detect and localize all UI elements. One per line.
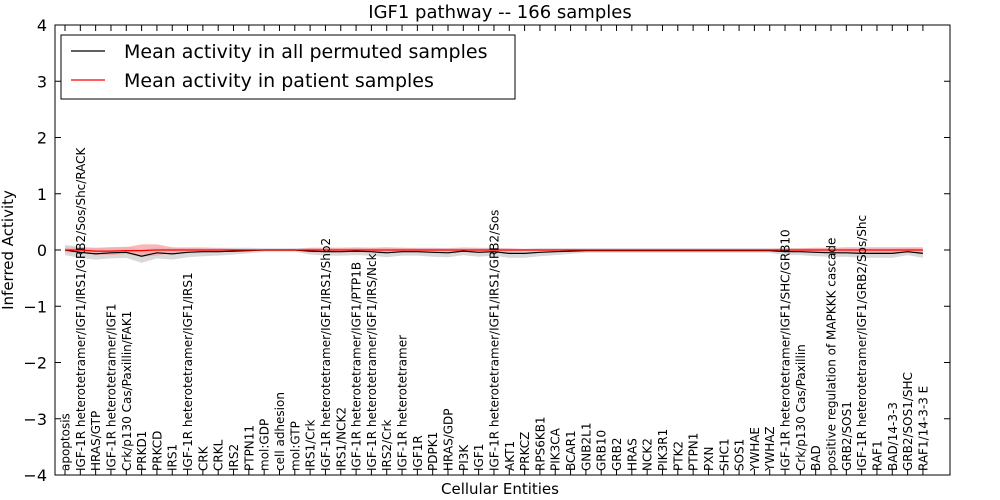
- x-tick-label: IRS2: [227, 444, 241, 471]
- x-tick-label: HRAS/GDP: [442, 408, 456, 471]
- x-tick-label: IGF-1R heterotetramer/IGF1/IRS/Nck: [365, 253, 379, 471]
- legend-label-permuted: Mean activity in all permuted samples: [124, 41, 487, 63]
- x-tick-label: GNB2L1: [579, 423, 593, 471]
- x-tick-label: BCAR1: [564, 430, 578, 471]
- x-tick-label: PTK2: [671, 441, 685, 471]
- x-tick-label: GRB2/SOS1/SHC: [901, 372, 915, 471]
- x-tick-label: IGF1R: [411, 435, 425, 471]
- y-axis: −4 −3 −2 −1 0 1 2 3 4: [23, 16, 950, 485]
- x-tick-label: RAF1: [871, 440, 885, 471]
- x-tick-label: IGF1: [472, 444, 486, 471]
- x-tick-label: CRKL: [212, 439, 226, 471]
- x-tick-label: IGF-1R heterotetramer/IGF1/IRS1/GRB2/Sos: [488, 210, 502, 471]
- x-tick-label: Crk/p130 Cas/Paxillin: [794, 344, 808, 471]
- y-tick-label: 0: [37, 241, 47, 260]
- x-tick-label: Crk/p130 Cas/Paxillin/FAK1: [120, 311, 134, 471]
- x-tick-label: IRS1/NCK2: [334, 407, 348, 471]
- x-tick-label: AKT1: [503, 441, 517, 471]
- x-tick-label: IRS1/Crk: [304, 420, 318, 471]
- x-tick-label: PI3K: [457, 444, 471, 471]
- x-tick-label: SOS1: [733, 439, 747, 471]
- x-tick-label: mol:GDP: [258, 419, 272, 471]
- x-tick-label: IGF-1R heterotetramer: [396, 335, 410, 471]
- y-tick-label: −1: [23, 297, 47, 316]
- legend-label-patient: Mean activity in patient samples: [124, 70, 434, 92]
- x-tick-label: YWHAZ: [763, 426, 777, 472]
- series-line-permuted: [64, 249, 923, 257]
- x-tick-label: PRKCD: [150, 431, 164, 471]
- x-tick-label: IGF-1R heterotetramer/IGF1: [105, 304, 119, 471]
- x-tick-label: IGF-1R heterotetramer/IGF1/IRS1/Shp2: [319, 238, 333, 471]
- x-tick-label: mol:GTP: [288, 421, 302, 471]
- x-axis: apoptosis IGF-1R heterotetramer/IGF1/IRS1…: [59, 25, 930, 475]
- x-tick-label: GRB2: [610, 437, 624, 471]
- x-tick-label: IGF-1R heterotetramer/IGF1/PTP1B: [350, 262, 364, 471]
- x-tick-label: PTPN11: [242, 425, 256, 471]
- x-tick-label: PRKCZ: [518, 432, 532, 471]
- x-tick-label: YWHAE: [748, 427, 762, 472]
- x-tick-label: IGF-1R heterotetramer/IGF1/SHC/GRB10: [779, 229, 793, 471]
- x-tick-label: IRS1: [166, 444, 180, 471]
- y-axis-label: Inferred Activity: [0, 190, 17, 310]
- y-tick-label: −4: [23, 466, 47, 485]
- y-tick-label: 3: [37, 72, 47, 91]
- x-tick-label: GRB10: [595, 430, 609, 471]
- y-tick-label: 4: [37, 16, 47, 35]
- y-tick-label: −2: [23, 354, 47, 373]
- legend: Mean activity in all permuted samples Me…: [60, 34, 516, 100]
- x-tick-label: IGF-1R heterotetramer/IGF1/IRS1/GRB2/Sos…: [74, 146, 88, 471]
- x-tick-label: HRAS: [625, 438, 639, 471]
- x-tick-label: GRB2/SOS1: [840, 401, 854, 471]
- x-tick-label: BAD/14-3-3: [886, 402, 900, 471]
- chart-title: IGF1 pathway -- 166 samples: [368, 2, 631, 23]
- x-tick-label: IRS2/Crk: [380, 420, 394, 471]
- x-tick-label: RAF1/14-3-3 E: [916, 386, 930, 471]
- legend-box: [60, 34, 516, 100]
- x-tick-label: cell adhesion: [273, 392, 287, 471]
- y-tick-label: −3: [23, 410, 47, 429]
- x-tick-label: apoptosis: [59, 413, 73, 471]
- x-tick-label: PTPN1: [687, 433, 701, 471]
- x-tick-label: CRK: [196, 445, 210, 471]
- x-tick-label: RPS6KB1: [533, 416, 547, 471]
- x-tick-label: BAD: [809, 445, 823, 471]
- y-tick-label: 2: [37, 129, 47, 148]
- series-line-patient: [65, 249, 923, 252]
- x-tick-label: PIK3CA: [549, 427, 563, 471]
- x-tick-label: PDPK1: [426, 432, 440, 471]
- x-tick-label: PXN: [702, 447, 716, 471]
- x-tick-label: HRAS/GTP: [89, 411, 103, 471]
- x-tick-label: NCK2: [641, 438, 655, 471]
- x-tick-label: PRKD1: [135, 431, 149, 471]
- y-tick-label: 1: [37, 185, 47, 204]
- x-tick-label: IGF-1R heterotetramer/IGF1/IRS1: [181, 272, 195, 471]
- x-tick-label: SHC1: [717, 438, 731, 471]
- x-axis-label: Cellular Entities: [441, 480, 559, 498]
- x-tick-label: IGF-1R heterotetramer/IGF1/GRB2/Sos/Shc: [855, 215, 869, 471]
- x-tick-label: PIK3R1: [656, 429, 670, 471]
- x-tick-label: positive regulation of MAPKKK cascade: [825, 238, 839, 471]
- plot-area: [64, 244, 923, 263]
